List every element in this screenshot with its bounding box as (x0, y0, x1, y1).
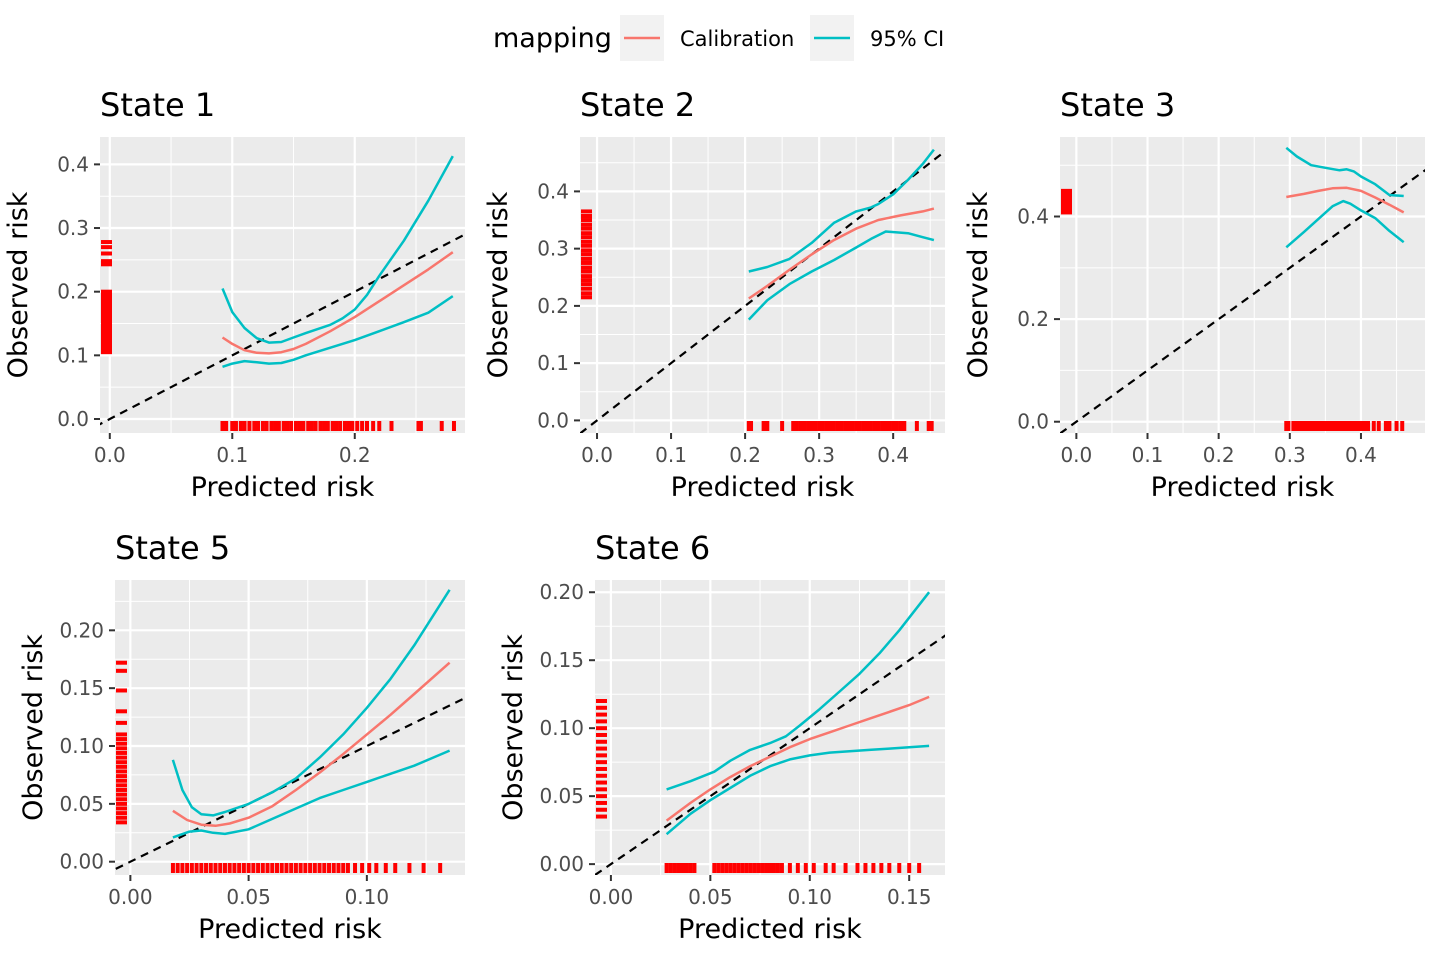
legend: mapping Calibration 95% CI (493, 15, 944, 61)
panel-2-y-tick-label: 0.2 (537, 294, 569, 318)
panel-1-y-tick-label: 0.4 (57, 152, 89, 176)
panel-4-ci-upper-line (171, 589, 451, 817)
panel-2-title: State 2 (580, 86, 695, 124)
panel-3-plot-area (1060, 146, 1425, 433)
panel-3-y-tick-label: 0.2 (1017, 307, 1049, 331)
panel-1-ci-lower-line (222, 295, 454, 368)
panel-2-x-tick-label: 0.0 (581, 443, 613, 467)
panel-5-x-tick-label: 0.00 (589, 885, 634, 909)
panel-4-x-tick-label: 0.10 (345, 885, 390, 909)
panel-3-x-tick-label: 0.3 (1274, 443, 1306, 467)
panel-5-diagonal-line (595, 634, 945, 875)
panel-1-y-axis-title: Observed risk (3, 191, 34, 378)
panel-4-x-tick-label: 0.00 (108, 885, 153, 909)
panel-4-plot-area (115, 589, 465, 873)
panel-3-x-tick-label: 0.1 (1132, 443, 1164, 467)
panel-3-ci-upper-line (1285, 146, 1404, 198)
panel-5-y-tick-label: 0.00 (539, 852, 584, 876)
panel-5-y-tick-label: 0.15 (539, 648, 584, 672)
panel-4: 0.00 0.05 0.10 0.00 0.05 0.10 0.15 0.20 State 5 P… (18, 529, 465, 945)
panel-1-x-tick-label: 0.0 (94, 443, 126, 467)
panel-3: 0.0 0.1 0.2 0.3 0.4 0.0 0.2 0.4 State 3 Predicted… (963, 86, 1425, 503)
panel-1-y-tick-label: 0.3 (57, 216, 89, 240)
panel-2-y-tick-label: 0.4 (537, 179, 569, 203)
panel-5-y-tick-label: 0.10 (539, 716, 584, 740)
panel-1-x-tick-label: 0.2 (339, 443, 371, 467)
panel-5-title: State 6 (595, 529, 710, 567)
panel-4-y-tick-label: 0.00 (59, 850, 104, 874)
panel-4-y-tick-label: 0.15 (59, 676, 104, 700)
panel-4-ci-lower-line (172, 749, 451, 839)
panel-4-y-tick-label: 0.10 (59, 734, 104, 758)
panel-1-background (100, 137, 465, 433)
panel-2-x-tick-label: 0.3 (803, 443, 835, 467)
panel-1-plot-area (100, 155, 465, 431)
panel-5-y-tick-label: 0.05 (539, 784, 584, 808)
panel-4-x-tick-label: 0.05 (226, 885, 271, 909)
panel-2-y-tick-label: 0.1 (537, 351, 569, 375)
panel-2-x-axis-title: Predicted risk (671, 472, 855, 503)
panel-2-plot-area (580, 148, 945, 433)
panel-1: 0.0 0.1 0.2 0.0 0.1 0.2 0.3 0.4 State 1 Predicted… (3, 86, 465, 503)
panel-5-x-tick-label: 0.10 (788, 885, 833, 909)
panel-2-calibration-line (748, 207, 935, 300)
panel-5-x-tick-label: 0.15 (887, 885, 932, 909)
panel-2-y-axis-title: Observed risk (483, 191, 514, 378)
panel-1-y-tick-label: 0.0 (57, 407, 89, 431)
panel-3-ci-lower-line (1285, 199, 1405, 249)
legend-label-calibration: Calibration (680, 27, 794, 51)
panel-2-background (580, 137, 945, 433)
panel-5-plot-area (595, 591, 945, 875)
panel-2-diagonal-line (580, 149, 945, 433)
panel-1-title: State 1 (100, 86, 215, 124)
panel-4-y-tick-label: 0.05 (59, 792, 104, 816)
panel-3-title: State 3 (1060, 86, 1175, 124)
panel-5-calibration-line (665, 695, 930, 822)
panel-3-background (1060, 137, 1425, 433)
panel-4-y-axis-title: Observed risk (18, 634, 49, 821)
panel-5-y-axis-title: Observed risk (498, 634, 529, 821)
panel-3-y-tick-label: 0.0 (1017, 410, 1049, 434)
panel-4-calibration-line (172, 661, 451, 828)
panel-4-x-axis-title: Predicted risk (198, 914, 382, 945)
panel-3-diagonal-line (1060, 168, 1425, 433)
panel-4-y-tick-label: 0.20 (59, 618, 104, 642)
panel-5-x-axis-title: Predicted risk (678, 914, 862, 945)
panel-1-calibration-line (221, 251, 454, 355)
panel-2-x-tick-label: 0.4 (877, 443, 909, 467)
panel-4-title: State 5 (115, 529, 230, 567)
panel-3-x-tick-label: 0.4 (1345, 443, 1377, 467)
panel-5-x-tick-label: 0.05 (688, 885, 733, 909)
panel-2: 0.0 0.1 0.2 0.3 0.4 0.0 0.1 0.2 0.3 0.4 State 2 Pre… (483, 86, 945, 503)
panel-1-x-axis-title: Predicted risk (191, 472, 375, 503)
panel-3-x-axis-title: Predicted risk (1151, 472, 1335, 503)
panel-1-x-tick-label: 0.1 (216, 443, 248, 467)
panel-2-x-tick-label: 0.2 (729, 443, 761, 467)
facet-panels: 0.0 0.1 0.2 0.0 0.1 0.2 0.3 0.4 State 1 Predicted… (3, 86, 1425, 945)
legend-title: mapping (493, 23, 612, 54)
panel-5-ci-upper-line (666, 591, 931, 791)
panel-3-x-tick-label: 0.0 (1060, 443, 1092, 467)
panel-4-background (115, 580, 465, 875)
panel-2-y-tick-label: 0.3 (537, 237, 569, 261)
panel-2-ci-lower-line (747, 230, 935, 321)
panel-3-y-tick-label: 0.4 (1017, 205, 1049, 229)
panel-2-ci-upper-line (748, 148, 935, 273)
panel-3-y-axis-title: Observed risk (963, 191, 994, 378)
panel-3-calibration-line (1286, 186, 1405, 214)
panel-1-y-tick-label: 0.2 (57, 280, 89, 304)
panel-2-x-tick-label: 0.1 (655, 443, 687, 467)
panel-1-y-tick-label: 0.1 (57, 343, 89, 367)
panel-1-ci-upper-line (221, 155, 454, 344)
legend-label-ci: 95% CI (870, 27, 944, 51)
panel-5-ci-lower-line (665, 744, 930, 836)
panel-5-y-tick-label: 0.20 (539, 580, 584, 604)
panel-2-y-tick-label: 0.0 (537, 408, 569, 432)
panel-5: 0.00 0.05 0.10 0.15 0.00 0.05 0.10 0.15 0.20 Stat… (498, 529, 945, 945)
panel-3-x-tick-label: 0.2 (1203, 443, 1235, 467)
